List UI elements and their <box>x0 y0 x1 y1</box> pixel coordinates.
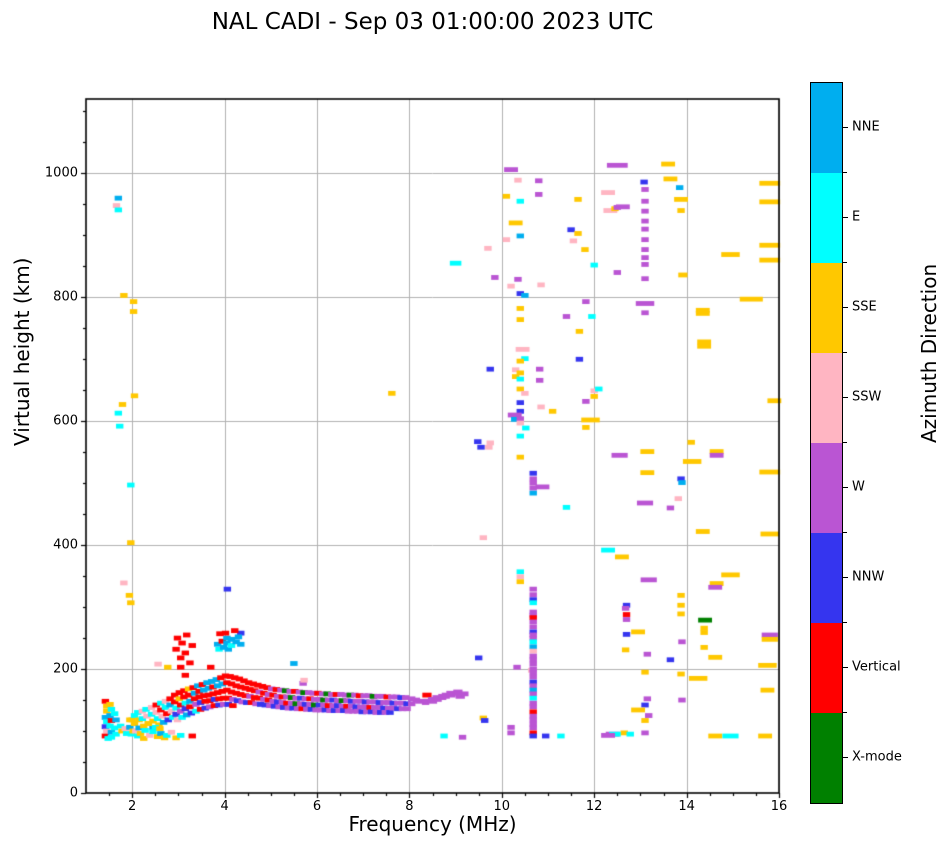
colorbar <box>810 82 843 804</box>
colorbar-label-sse: SSE <box>852 299 877 315</box>
colorbar-boundary-tick <box>843 622 847 624</box>
colorbar-tick <box>843 667 848 669</box>
x-axis-label: Frequency (MHz) <box>348 812 517 836</box>
colorbar-tick <box>843 757 848 759</box>
colorbar-boundary-tick <box>843 352 847 354</box>
colorbar-label-nne: NNE <box>852 119 880 135</box>
colorbar-tick <box>843 217 848 219</box>
colorbar-label-ssw: SSW <box>852 389 882 405</box>
y-tick-label: 0 <box>69 785 78 801</box>
y-tick-label: 200 <box>53 661 78 677</box>
colorbar-segment-nnw <box>811 533 842 623</box>
x-tick-label: 2 <box>128 799 137 814</box>
x-tick-label: 4 <box>220 799 229 814</box>
colorbar-label-nnw: NNW <box>852 569 885 585</box>
colorbar-segment-nne <box>811 83 842 173</box>
colorbar-boundary-tick <box>843 712 847 714</box>
y-tick-label: 400 <box>53 537 78 553</box>
colorbar-tick <box>843 127 848 129</box>
colorbar-segment-e <box>811 173 842 263</box>
colorbar-segment-w <box>811 443 842 533</box>
x-tick-label: 12 <box>585 799 603 814</box>
x-tick-label: 6 <box>312 799 322 814</box>
colorbar-boundary-tick <box>843 442 847 444</box>
colorbar-tick <box>843 577 848 579</box>
colorbar-boundary-tick <box>843 172 847 174</box>
x-tick-label: 10 <box>493 799 511 814</box>
colorbar-label-e: E <box>852 209 861 225</box>
colorbar-boundary-tick <box>843 532 847 534</box>
x-tick-label: 16 <box>770 799 788 814</box>
x-tick-label: 8 <box>405 799 414 814</box>
colorbar-tick <box>843 487 848 489</box>
x-tick-label: 14 <box>678 799 695 814</box>
y-tick-label: 1000 <box>44 165 78 181</box>
colorbar-segment-ssw <box>811 353 842 443</box>
y-tick-label: 600 <box>53 413 78 429</box>
y-tick-label: 800 <box>53 289 78 305</box>
chart-title: NAL CADI - Sep 03 01:00:00 2023 UTC <box>211 9 654 35</box>
colorbar-label-w: W <box>852 479 865 495</box>
colorbar-label-vertical: Vertical <box>852 659 901 675</box>
colorbar-tick <box>843 307 848 309</box>
colorbar-segment-vertical <box>811 623 842 713</box>
colorbar-segment-sse <box>811 263 842 353</box>
colorbar-tick <box>843 397 848 399</box>
colorbar-boundary-tick <box>843 262 847 264</box>
colorbar-label-x-mode: X-mode <box>852 749 902 765</box>
colorbar-segment-x-mode <box>811 713 842 803</box>
